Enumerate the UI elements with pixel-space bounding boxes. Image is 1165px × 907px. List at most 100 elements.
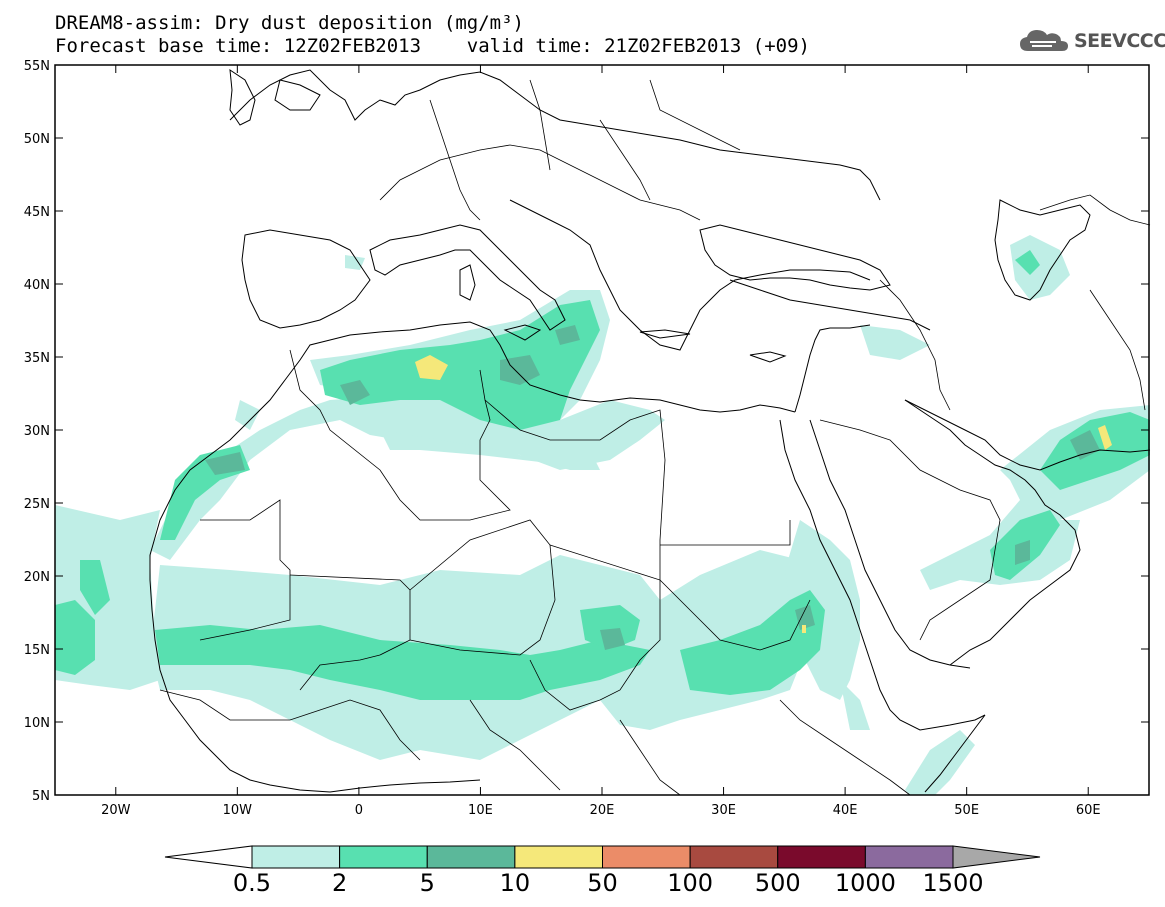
lat-tick-label: 50N bbox=[24, 132, 50, 147]
lon-tick-label: 20E bbox=[590, 803, 615, 818]
border-mauritania bbox=[199, 499, 291, 641]
lon-tick-label: 20W bbox=[101, 803, 131, 818]
lat-tick-label: 25N bbox=[24, 497, 50, 512]
border-egypt-sudan bbox=[660, 520, 791, 546]
field-chad-green bbox=[580, 605, 640, 650]
border-sudan bbox=[659, 579, 811, 651]
lat-tick-label: 20N bbox=[24, 570, 50, 585]
colorbar-level-label: 0.5 bbox=[233, 869, 271, 897]
colorbar-level-label: 10 bbox=[500, 869, 531, 897]
seevccc-logo: SEEVCCC bbox=[1018, 26, 1165, 56]
border-niger bbox=[409, 519, 556, 656]
border-europe-2 bbox=[429, 79, 741, 221]
field-yellow-iran bbox=[1098, 425, 1112, 450]
deposition-field-layer bbox=[55, 235, 1150, 795]
field-horn bbox=[840, 680, 975, 795]
coastline-iberia bbox=[241, 229, 371, 329]
coastline-europe-north bbox=[229, 69, 881, 201]
latitude-axis: 55N 50N 45N 40N 35N 30N 25N 20N 15N 10N 5N bbox=[24, 59, 1149, 804]
colorbar-level-label: 500 bbox=[755, 869, 801, 897]
border-algeria bbox=[289, 349, 511, 521]
border-saudi bbox=[819, 419, 1001, 641]
coastline-west-africa bbox=[149, 555, 331, 793]
border-libya bbox=[484, 399, 666, 580]
lat-tick-label: 45N bbox=[24, 205, 50, 220]
coastline-balkans bbox=[509, 199, 871, 351]
field-east-med bbox=[860, 325, 930, 360]
colorbar-swatch bbox=[602, 845, 691, 869]
field-caspian-green bbox=[1015, 250, 1040, 275]
coastline-sardinia-sicily bbox=[459, 264, 542, 341]
coastline-turkey bbox=[729, 279, 931, 331]
border-iran-east bbox=[1089, 289, 1146, 411]
field-dark-iran bbox=[1070, 430, 1100, 460]
lon-tick-label: 60E bbox=[1076, 803, 1101, 818]
longitude-axis: 20W 10W 0 10E 20E 30E 40E 50E 60E bbox=[101, 65, 1101, 818]
coastline-arabia bbox=[904, 399, 1081, 666]
field-atlantic-green bbox=[55, 560, 110, 675]
cloud-icon bbox=[1020, 30, 1068, 51]
field-yellow-algeria bbox=[415, 355, 448, 380]
lat-tick-label: 30N bbox=[24, 424, 50, 439]
field-sudan-band bbox=[680, 590, 825, 695]
field-caspian bbox=[1010, 235, 1070, 300]
lon-tick-label: 10W bbox=[223, 803, 253, 818]
coastline-red-sea-west bbox=[779, 419, 986, 731]
colorbar: 0.5 2 5 10 50 100 500 1000 1500 bbox=[164, 845, 1041, 897]
colorbar-swatch bbox=[689, 845, 779, 869]
border-mali bbox=[289, 574, 411, 691]
coastline-levant bbox=[794, 324, 871, 413]
colorbar-level-label: 1000 bbox=[835, 869, 896, 897]
field-sahel-band bbox=[155, 625, 650, 700]
field-dark-westsahara bbox=[205, 452, 245, 475]
border-ethiopia bbox=[779, 699, 911, 796]
lat-tick-label: 5N bbox=[32, 789, 50, 804]
coastline-cyprus-crete bbox=[639, 329, 787, 363]
coastline-persian-gulf bbox=[904, 399, 1151, 471]
coastline-north-africa bbox=[149, 321, 796, 556]
colorbar-level-label: 5 bbox=[420, 869, 435, 897]
field-morocco-coast bbox=[235, 255, 365, 430]
field-dark-chad bbox=[600, 628, 625, 650]
coastline-red-sea-east bbox=[809, 419, 971, 669]
colorbar-swatch bbox=[426, 845, 516, 869]
logo-text: SEEVCCC bbox=[1074, 30, 1165, 52]
field-dark-oman bbox=[1015, 540, 1030, 565]
coastline-east-africa bbox=[924, 714, 986, 793]
colorbar-swatch bbox=[864, 845, 954, 869]
border-kazakh bbox=[1039, 194, 1151, 226]
lat-tick-label: 40N bbox=[24, 278, 50, 293]
border-chad bbox=[529, 544, 661, 711]
lon-tick-label: 0 bbox=[355, 803, 363, 818]
colorbar-swatch bbox=[514, 845, 603, 869]
coastline-caspian bbox=[994, 199, 1091, 301]
lon-tick-label: 30E bbox=[711, 803, 736, 818]
colorbar-swatch bbox=[777, 845, 866, 869]
lon-tick-label: 40E bbox=[833, 803, 858, 818]
chart-title: DREAM8-assim: Dry dust deposition (mg/m³… bbox=[55, 12, 524, 34]
colorbar-level-label: 2 bbox=[332, 869, 347, 897]
coastline-france-italy bbox=[369, 224, 566, 331]
field-dark-tunisia bbox=[340, 325, 580, 405]
lon-tick-label: 50E bbox=[954, 803, 979, 818]
colorbar-level-label: 100 bbox=[667, 869, 713, 897]
colorbar-low-arrow bbox=[164, 845, 253, 869]
border-west-africa-2 bbox=[159, 689, 681, 796]
colorbar-swatch bbox=[251, 845, 341, 869]
coastline-britain bbox=[229, 68, 321, 126]
field-nw-africa bbox=[150, 395, 665, 560]
colorbar-level-label: 50 bbox=[587, 869, 618, 897]
border-europe-interior bbox=[379, 144, 701, 221]
field-tunisia-libya bbox=[320, 300, 600, 430]
lat-tick-label: 15N bbox=[24, 643, 50, 658]
field-dark-eritrea bbox=[795, 605, 815, 630]
field-yellow-eritrea bbox=[802, 625, 806, 633]
lat-tick-label: 10N bbox=[24, 716, 50, 731]
colorbar-swatch bbox=[339, 845, 428, 869]
colorbar-high-arrow bbox=[952, 845, 1041, 869]
lat-tick-label: 55N bbox=[24, 59, 50, 74]
country-borders bbox=[159, 79, 1151, 796]
coastline-gulf-guinea bbox=[329, 779, 481, 793]
coastline-black-sea bbox=[699, 224, 891, 291]
